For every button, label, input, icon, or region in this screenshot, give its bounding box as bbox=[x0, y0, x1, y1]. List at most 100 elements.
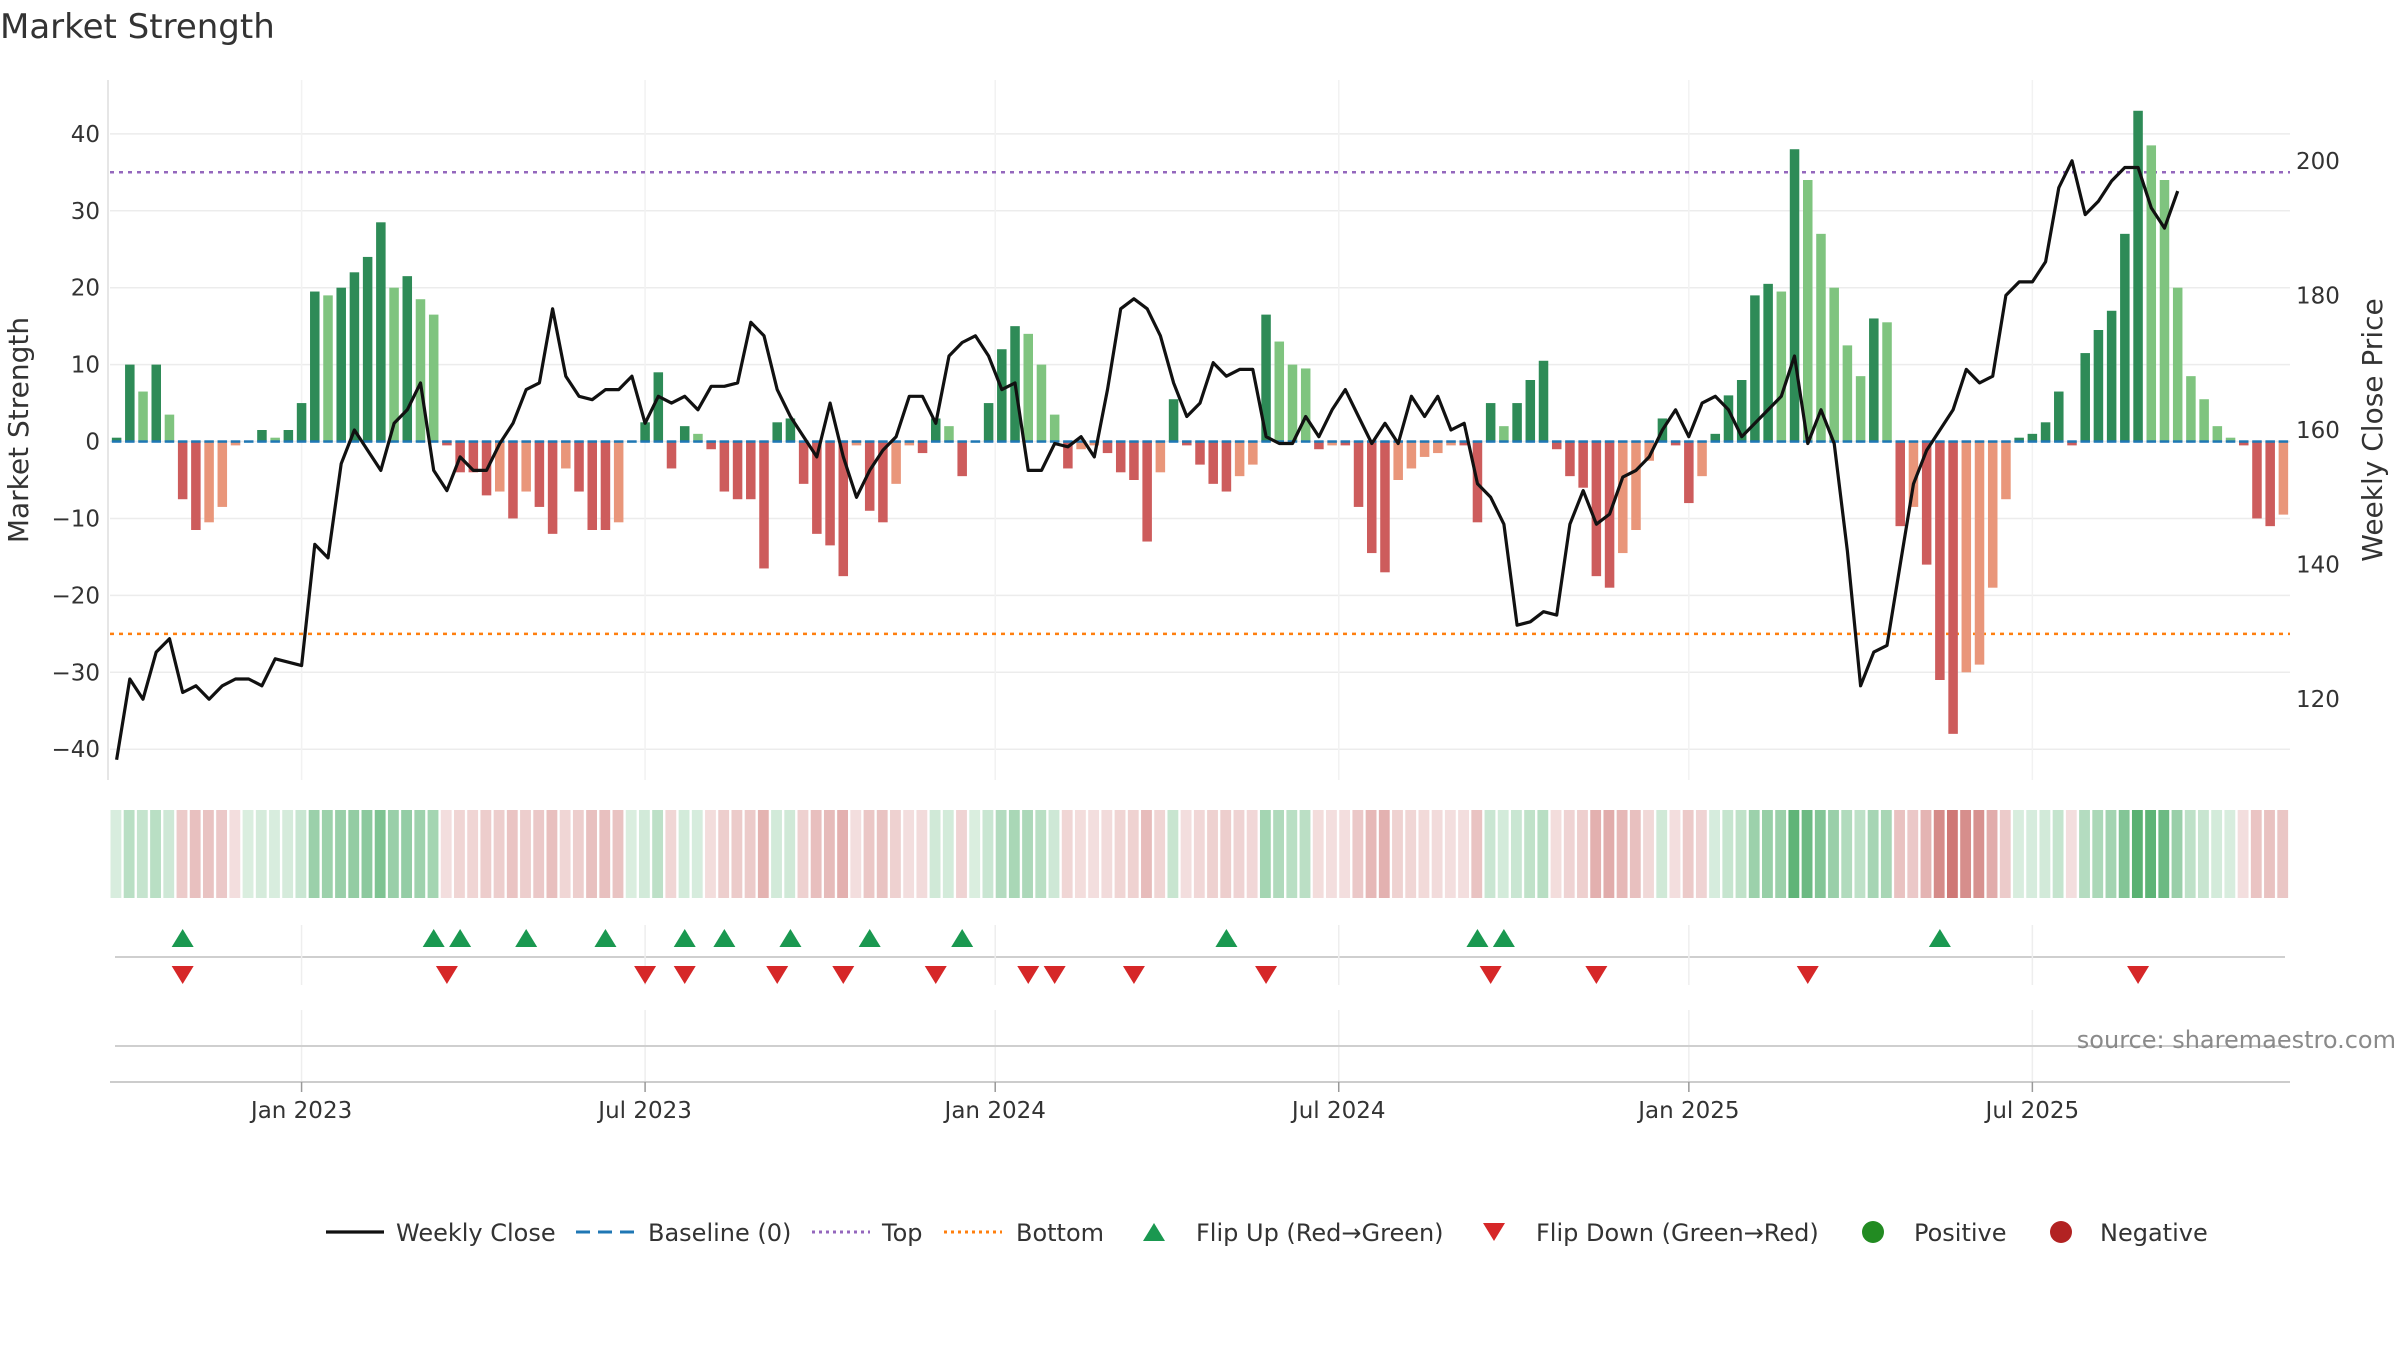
strength-bar-43 bbox=[679, 426, 690, 442]
strength-bar-122 bbox=[1723, 395, 1734, 442]
strength-bar-22 bbox=[402, 276, 413, 442]
strength-bar-47 bbox=[732, 441, 743, 500]
strip-cell-14 bbox=[295, 810, 307, 898]
strength-bar-112 bbox=[1591, 441, 1602, 577]
strip-cell-142 bbox=[1986, 810, 1998, 898]
strip-cell-51 bbox=[784, 810, 796, 898]
strip-cell-106 bbox=[1510, 810, 1522, 898]
flip-down-marker-12 bbox=[1585, 966, 1608, 984]
strength-bar-90 bbox=[1300, 368, 1311, 442]
strength-bar-130 bbox=[1829, 287, 1839, 442]
strength-heat-strip bbox=[110, 810, 2289, 898]
strip-cell-164 bbox=[2277, 810, 2289, 898]
flip-up-marker-12 bbox=[1492, 929, 1515, 947]
strength-bar-151 bbox=[2106, 310, 2117, 442]
lower-panel bbox=[110, 1010, 2290, 1083]
strip-cell-120 bbox=[1695, 810, 1707, 898]
flip-down-marker-1 bbox=[435, 966, 458, 984]
strength-bar-5 bbox=[177, 441, 188, 500]
strip-cell-147 bbox=[2052, 810, 2064, 898]
strength-bar-157 bbox=[2186, 376, 2196, 442]
strength-bar-79 bbox=[1155, 441, 1166, 473]
strength-bar-1 bbox=[125, 364, 135, 442]
strip-cell-133 bbox=[1867, 810, 1879, 898]
strength-bar-45 bbox=[706, 441, 716, 450]
strength-bar-56 bbox=[851, 441, 862, 446]
left-y-tick-7: −30 bbox=[51, 660, 100, 686]
left-y-tick-2: 20 bbox=[71, 276, 100, 302]
strip-cell-16 bbox=[321, 810, 333, 898]
strip-cell-159 bbox=[2211, 810, 2223, 898]
strip-cell-26 bbox=[454, 810, 465, 898]
strip-cell-7 bbox=[202, 810, 214, 898]
strip-cell-130 bbox=[1828, 810, 1839, 898]
strength-bar-12 bbox=[270, 437, 280, 442]
flip-up-marker-1 bbox=[422, 929, 445, 947]
strip-cell-6 bbox=[189, 810, 201, 898]
strip-cell-141 bbox=[1973, 810, 1985, 898]
x-tick-label-2: Jan 2024 bbox=[943, 1098, 1046, 1124]
strip-cell-123 bbox=[1735, 810, 1747, 898]
strip-cell-61 bbox=[916, 810, 928, 898]
source-credit: source: sharemaestro.com bbox=[2077, 1026, 2396, 1054]
strip-cell-75 bbox=[1101, 810, 1113, 898]
strength-bar-8 bbox=[217, 441, 228, 507]
strength-bar-57 bbox=[864, 441, 875, 511]
flip-down-marker-11 bbox=[1479, 966, 1502, 984]
strip-cell-74 bbox=[1088, 810, 1100, 898]
strength-bar-20 bbox=[376, 222, 386, 442]
left-y-tick-6: −20 bbox=[51, 583, 100, 609]
strip-cell-128 bbox=[1801, 810, 1813, 898]
flip-up-marker-4 bbox=[594, 929, 617, 947]
strip-cell-49 bbox=[757, 810, 769, 898]
legend-label-6: Positive bbox=[1914, 1219, 2007, 1247]
strength-bar-70 bbox=[1036, 364, 1047, 442]
strip-cell-146 bbox=[2039, 810, 2051, 898]
strength-bar-21 bbox=[389, 287, 399, 442]
strip-cell-24 bbox=[427, 810, 439, 898]
strength-bar-159 bbox=[2212, 426, 2223, 442]
strip-cell-105 bbox=[1497, 810, 1509, 898]
strip-cell-8 bbox=[216, 810, 228, 898]
strip-cell-158 bbox=[2198, 810, 2209, 898]
strength-bar-4 bbox=[164, 414, 175, 442]
strip-cell-102 bbox=[1458, 810, 1469, 898]
x-tick-label-4: Jan 2025 bbox=[1636, 1098, 1739, 1124]
strip-cell-126 bbox=[1775, 810, 1787, 898]
strip-cell-84 bbox=[1220, 810, 1232, 898]
flip-down-marker-6 bbox=[924, 966, 947, 984]
x-tick-label-0: Jan 2023 bbox=[249, 1098, 352, 1124]
strength-bar-84 bbox=[1221, 441, 1232, 492]
strip-cell-30 bbox=[506, 810, 518, 898]
strip-cell-23 bbox=[414, 810, 426, 898]
strip-cell-52 bbox=[797, 810, 809, 898]
strip-cell-3 bbox=[150, 810, 161, 898]
strength-bar-136 bbox=[1908, 441, 1919, 507]
strip-cell-88 bbox=[1273, 810, 1285, 898]
strength-bar-86 bbox=[1248, 441, 1258, 465]
strip-cell-93 bbox=[1339, 810, 1351, 898]
strength-bar-81 bbox=[1182, 441, 1192, 446]
strength-bar-0 bbox=[111, 437, 122, 442]
strength-bar-33 bbox=[547, 441, 558, 534]
strip-cell-42 bbox=[665, 810, 677, 898]
legend-label-2: Top bbox=[881, 1219, 923, 1247]
left-y-tick-8: −40 bbox=[51, 737, 100, 763]
strip-cell-70 bbox=[1035, 810, 1047, 898]
flip-up-marker-3 bbox=[515, 929, 538, 947]
strength-bar-16 bbox=[323, 295, 333, 442]
flip-down-marker-4 bbox=[766, 966, 789, 984]
strength-bar-14 bbox=[296, 403, 307, 442]
strength-bar-67 bbox=[997, 349, 1007, 442]
x-tick-label-5: Jul 2025 bbox=[1984, 1098, 2080, 1124]
flip-up-marker-8 bbox=[858, 929, 881, 947]
strength-bar-161 bbox=[2239, 441, 2249, 446]
strip-cell-25 bbox=[440, 810, 452, 898]
strength-bar-141 bbox=[1974, 441, 1985, 665]
strength-bar-124 bbox=[1750, 295, 1760, 442]
strength-bar-97 bbox=[1393, 441, 1403, 480]
strength-bar-58 bbox=[878, 441, 888, 523]
strip-cell-151 bbox=[2105, 810, 2117, 898]
strip-cell-121 bbox=[1709, 810, 1721, 898]
